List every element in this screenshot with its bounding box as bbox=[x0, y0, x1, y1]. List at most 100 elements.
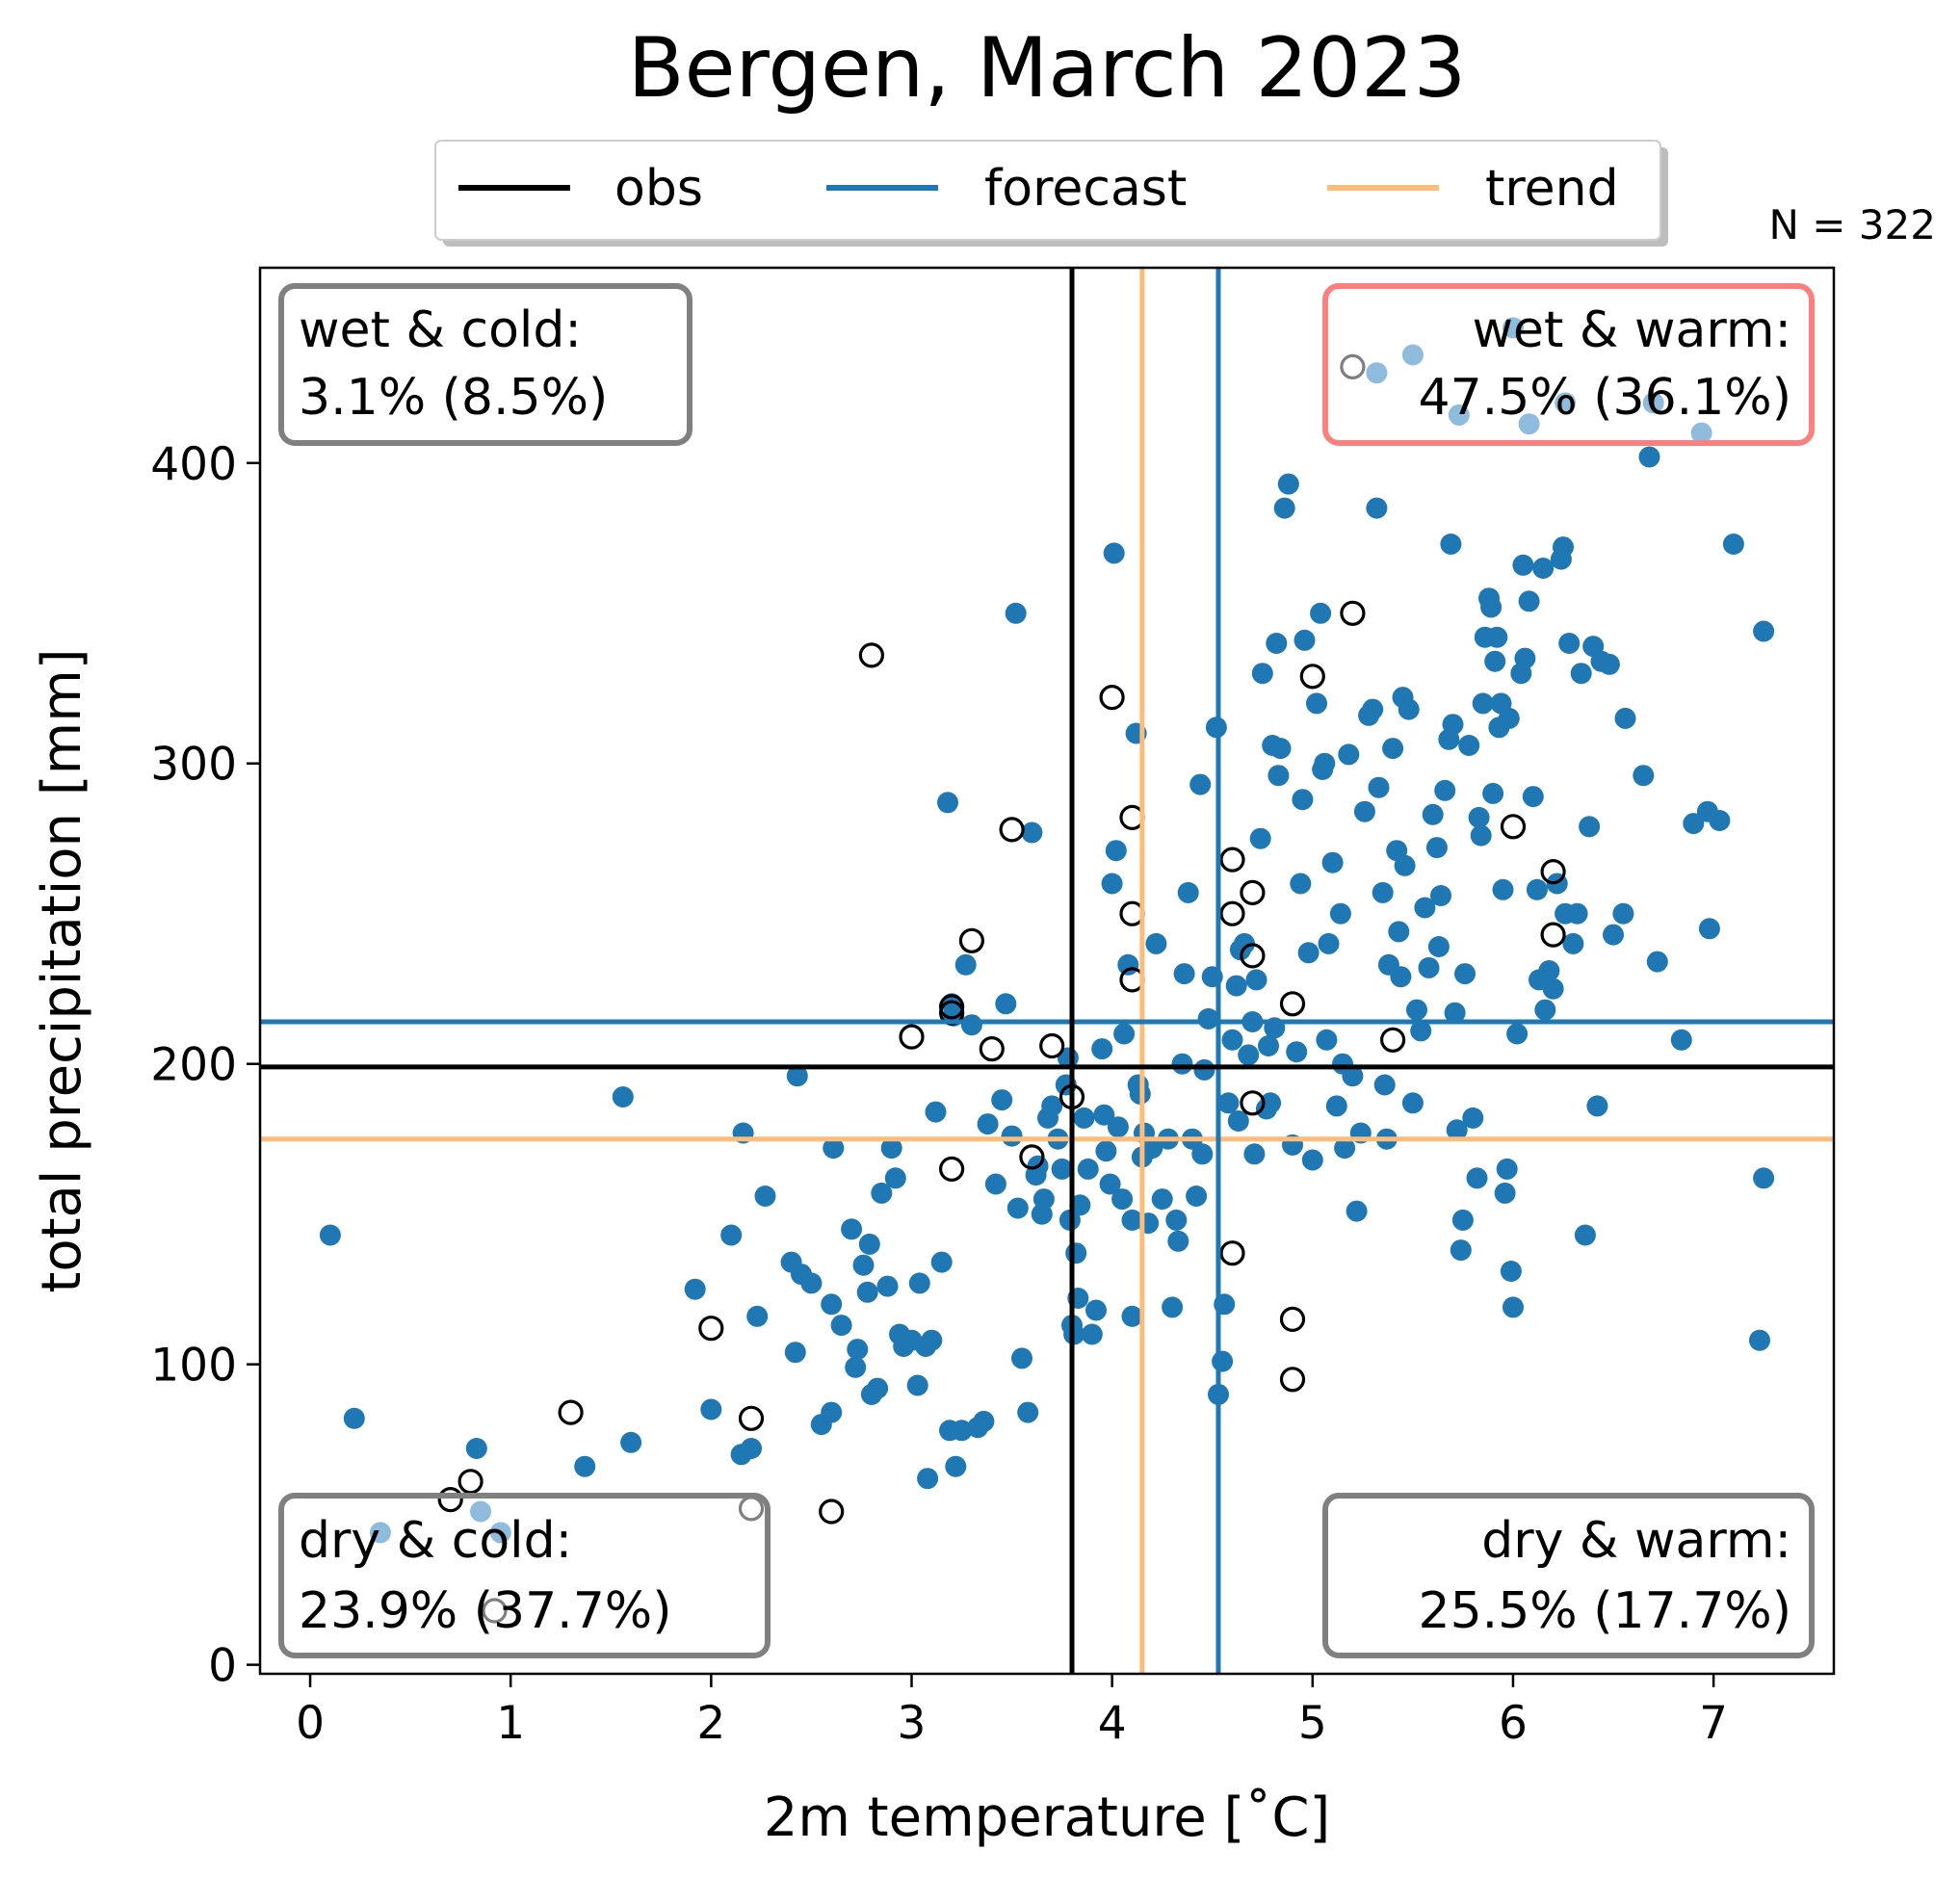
plot-frame bbox=[258, 266, 1836, 1676]
legend-label-trend: trend bbox=[1485, 160, 1619, 218]
forecast-point bbox=[1482, 782, 1504, 804]
forecast-point bbox=[1193, 1058, 1215, 1081]
forecast-point bbox=[1117, 953, 1139, 976]
forecast-point bbox=[684, 1278, 706, 1300]
forecast-point bbox=[1338, 743, 1360, 766]
forecast-point bbox=[1553, 536, 1574, 559]
x-axis-label: 2m temperature [˚C] bbox=[764, 1786, 1331, 1849]
obs-point bbox=[938, 994, 965, 1020]
forecast-point bbox=[1316, 1029, 1338, 1051]
forecast-point bbox=[945, 1455, 967, 1477]
forecast-point bbox=[925, 1101, 947, 1123]
forecast-point bbox=[1373, 1074, 1396, 1096]
forecast-point bbox=[991, 1089, 1013, 1111]
obs-point bbox=[1099, 684, 1125, 711]
forecast-point bbox=[1077, 1158, 1099, 1180]
forecast-point bbox=[1401, 1092, 1424, 1114]
forecast-point bbox=[852, 1254, 875, 1276]
forecast-point bbox=[1041, 1095, 1063, 1117]
forecast-point bbox=[1162, 1296, 1184, 1318]
forecast-point bbox=[1065, 1242, 1087, 1264]
sample-count: N = 322 bbox=[1769, 201, 1936, 248]
forecast-point bbox=[1306, 692, 1327, 715]
forecast-point bbox=[1165, 1209, 1188, 1231]
quadrant-box bbox=[278, 283, 693, 446]
quadrant-box bbox=[1322, 1493, 1815, 1658]
forecast-point bbox=[1406, 999, 1427, 1021]
forecast-point bbox=[1472, 692, 1494, 715]
forecast-point bbox=[465, 1438, 487, 1459]
forecast-point bbox=[1277, 473, 1299, 495]
forecast-point bbox=[1709, 810, 1731, 831]
obs-point bbox=[1500, 814, 1527, 840]
quadrant-wet-cold: wet & cold: 3.1% (8.5%) bbox=[278, 283, 693, 446]
forecast-point bbox=[1111, 1188, 1134, 1211]
forecast-point bbox=[973, 1410, 995, 1432]
quadrant-dry-cold: dry & cold: 23.9% (37.7%) bbox=[278, 1493, 771, 1658]
quadrant-value: 47.5% (36.1%) bbox=[1419, 369, 1792, 427]
forecast-point bbox=[1612, 902, 1634, 925]
forecast-point bbox=[1603, 924, 1624, 946]
forecast-point bbox=[1410, 1020, 1432, 1042]
forecast-point bbox=[1503, 1296, 1524, 1318]
x-tick-label: 6 bbox=[1499, 1697, 1528, 1750]
forecast-point bbox=[867, 1377, 889, 1399]
forecast-point bbox=[1227, 1110, 1249, 1132]
forecast-point bbox=[1245, 969, 1267, 991]
forecast-point bbox=[977, 1113, 999, 1135]
forecast-point bbox=[1538, 960, 1560, 981]
forecast-point bbox=[720, 1224, 743, 1246]
quadrant-box bbox=[1322, 283, 1815, 446]
forecast-point bbox=[1450, 1239, 1472, 1262]
forecast-point bbox=[1091, 1038, 1113, 1060]
forecast-point bbox=[1372, 881, 1394, 903]
obs-point bbox=[738, 1405, 765, 1431]
forecast-point bbox=[984, 1173, 1006, 1195]
quadrant-value: 23.9% (37.7%) bbox=[299, 1582, 672, 1640]
forecast-point bbox=[951, 1420, 973, 1442]
forecast-point bbox=[1234, 932, 1255, 954]
forecast-point bbox=[1294, 629, 1316, 651]
forecast-point bbox=[612, 1086, 634, 1108]
x-tick-label: 4 bbox=[1098, 1697, 1127, 1750]
obs-point bbox=[1340, 600, 1366, 626]
obs-point-faded bbox=[1340, 353, 1366, 379]
x-tick-label: 7 bbox=[1699, 1697, 1728, 1750]
forecast-point bbox=[1006, 1197, 1029, 1219]
y-axis: 0 100 200 300 400 bbox=[150, 438, 260, 1693]
forecast-point bbox=[1095, 1140, 1117, 1162]
forecast-point bbox=[821, 1401, 843, 1423]
forecast-point bbox=[1334, 1137, 1356, 1160]
forecast-point bbox=[1454, 963, 1476, 985]
forecast-point bbox=[1353, 800, 1375, 822]
forecast-point bbox=[880, 1137, 902, 1160]
forecast-point bbox=[1518, 590, 1540, 613]
obs-point bbox=[457, 1469, 483, 1495]
forecast-point bbox=[1480, 596, 1503, 618]
forecast-point bbox=[1032, 1188, 1055, 1211]
forecast-point bbox=[1342, 1065, 1364, 1087]
forecast-point bbox=[1749, 1329, 1770, 1351]
forecast-point bbox=[1382, 738, 1404, 760]
obs-point bbox=[1279, 1367, 1306, 1393]
forecast-point bbox=[1325, 1095, 1347, 1117]
forecast-point bbox=[1753, 620, 1775, 642]
forecast-point bbox=[1266, 633, 1288, 654]
obs-point bbox=[979, 1035, 1005, 1062]
obs-point bbox=[899, 1024, 925, 1050]
forecast-point bbox=[960, 1014, 982, 1036]
quadrant-value: 3.1% (8.5%) bbox=[299, 369, 608, 427]
forecast-point bbox=[1496, 1158, 1518, 1180]
forecast-point bbox=[1526, 878, 1548, 900]
forecast-point bbox=[1017, 1401, 1039, 1423]
forecast-point bbox=[786, 1065, 808, 1087]
obs-point bbox=[1279, 1306, 1306, 1333]
forecast-point bbox=[1093, 1104, 1115, 1126]
obs-point bbox=[858, 642, 885, 668]
legend-box bbox=[434, 140, 1661, 241]
forecast-point bbox=[841, 1218, 863, 1240]
forecast-point bbox=[1514, 647, 1536, 669]
forecast-point bbox=[1011, 1347, 1032, 1369]
legend: obs forecast trend bbox=[434, 140, 1668, 247]
obs-point bbox=[1219, 847, 1245, 873]
